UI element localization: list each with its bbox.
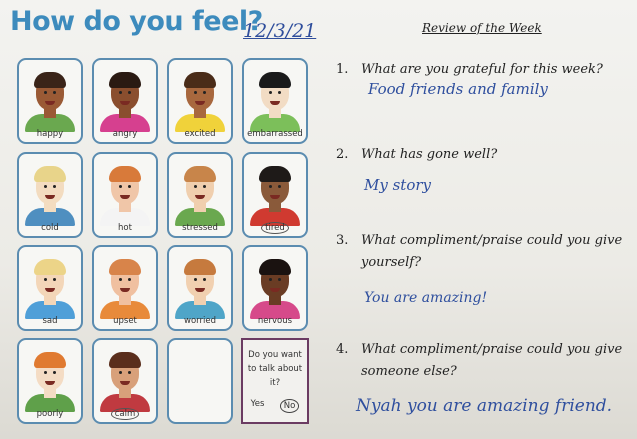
face-illustration xyxy=(248,164,302,226)
emotion-label: excited xyxy=(184,129,216,139)
face-illustration xyxy=(98,164,152,226)
face-illustration xyxy=(23,70,77,132)
yes-option[interactable]: Yes xyxy=(250,399,265,409)
emotion-card: hot xyxy=(92,152,158,238)
face-illustration xyxy=(98,70,152,132)
emotion-card: happy xyxy=(17,58,83,144)
emotion-label: poorly xyxy=(36,409,64,419)
emotion-label: sad xyxy=(42,316,58,326)
face-illustration xyxy=(173,70,227,132)
face-illustration xyxy=(173,257,227,319)
emotion-card: nervous xyxy=(242,245,308,331)
emotion-card: worried xyxy=(167,245,233,331)
answer-text: My story xyxy=(364,176,432,194)
emotion-card: angry xyxy=(92,58,158,144)
emotion-card: stressed xyxy=(167,152,233,238)
emotion-label: embarrassed xyxy=(247,129,303,139)
question-number: 1. xyxy=(336,62,349,77)
question-text: What compliment/praise could you give yo… xyxy=(361,233,623,270)
talk-about-it-box: Do you want to talk about it? Yes No xyxy=(241,338,309,424)
emotion-label: stressed xyxy=(182,223,218,233)
emotion-label: happy xyxy=(36,129,64,139)
question-text: What are you grateful for this week? xyxy=(361,62,603,77)
question-text: What has gone well? xyxy=(361,147,498,162)
emotion-label: upset xyxy=(113,316,137,326)
answer-text: Food friends and family xyxy=(368,80,548,98)
emotion-label: angry xyxy=(112,129,138,139)
emotion-card: excited xyxy=(167,58,233,144)
face-illustration xyxy=(248,70,302,132)
emotion-label: cold xyxy=(41,223,59,233)
no-option-circled[interactable]: No xyxy=(279,399,300,413)
face-illustration xyxy=(248,257,302,319)
question-number: 4. xyxy=(336,342,349,357)
emotion-card: poorly xyxy=(17,338,83,424)
face-illustration xyxy=(23,164,77,226)
face-illustration xyxy=(23,350,77,412)
review-title: Review of the Week xyxy=(422,21,542,35)
emotion-label: calm xyxy=(110,408,140,420)
talk-question: Do you want to talk about it? xyxy=(247,350,303,388)
emotion-label: tired xyxy=(261,222,289,234)
worksheet-title: How do you feel? xyxy=(10,6,263,37)
emotion-card: sad xyxy=(17,245,83,331)
emotion-card: upset xyxy=(92,245,158,331)
emotion-card: cold xyxy=(17,152,83,238)
emotion-card: calm xyxy=(92,338,158,424)
face-illustration xyxy=(173,164,227,226)
answer-text: Nyah you are amazing friend. xyxy=(356,396,613,416)
face-illustration xyxy=(98,350,152,412)
face-illustration xyxy=(23,257,77,319)
emotion-label: worried xyxy=(184,316,216,326)
emotion-card: tired xyxy=(242,152,308,238)
question-number: 2. xyxy=(336,147,349,162)
handwritten-date: 12/3/21 xyxy=(243,20,317,42)
face-illustration xyxy=(98,257,152,319)
emotion-label: nervous xyxy=(257,316,293,326)
emotion-label: hot xyxy=(118,223,132,233)
question-number: 3. xyxy=(336,233,349,248)
question-text: What compliment/praise could you give so… xyxy=(361,342,623,379)
answer-text: You are amazing! xyxy=(364,290,488,306)
empty-emotion-card xyxy=(167,338,233,424)
emotion-card: embarrassed xyxy=(242,58,308,144)
